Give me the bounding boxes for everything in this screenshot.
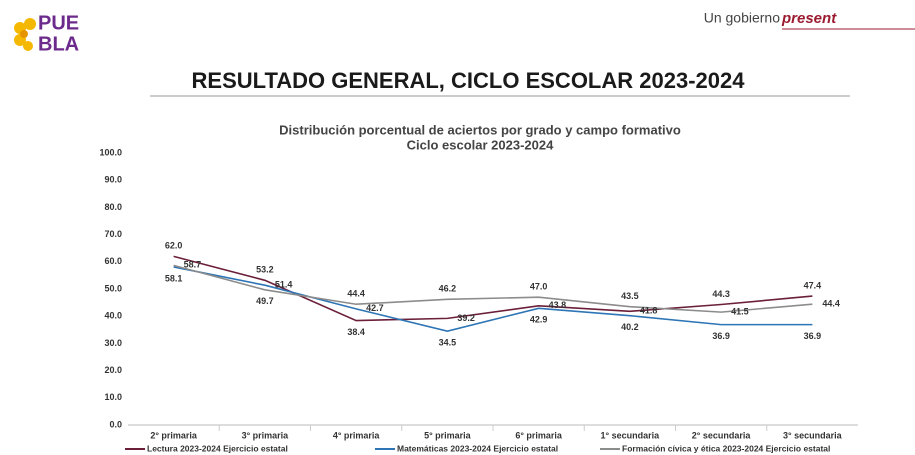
x-tick-label: 1° secundaria (601, 430, 661, 440)
data-label: 39.2 (457, 313, 475, 323)
data-label: 58.1 (165, 273, 183, 283)
tagline: Un gobierno (704, 10, 780, 26)
y-tick-label: 0.0 (109, 419, 122, 429)
data-label: 53.2 (256, 265, 274, 275)
y-tick-label: 20.0 (104, 365, 122, 375)
legend-label: Matemáticas 2023-2024 Ejercicio estatal (397, 443, 558, 453)
data-label: 47.4 (804, 280, 822, 290)
y-tick-label: 100.0 (99, 147, 122, 157)
data-label: 44.4 (347, 289, 365, 299)
y-tick-label: 30.0 (104, 338, 122, 348)
x-tick-label: 6° primaria (515, 430, 563, 440)
data-label: 58.7 (184, 260, 202, 270)
data-label: 46.2 (439, 284, 457, 294)
chart-title: Distribución porcentual de aciertos por … (279, 122, 681, 137)
data-label: 42.9 (530, 315, 548, 325)
y-tick-label: 60.0 (104, 256, 122, 266)
data-label: 44.3 (712, 289, 730, 299)
y-tick-label: 80.0 (104, 202, 122, 212)
y-tick-label: 10.0 (104, 392, 122, 402)
chart-subtitle: Ciclo escolar 2023-2024 (407, 137, 554, 152)
x-tick-label: 3° secundaria (783, 430, 843, 440)
data-label: 43.8 (549, 300, 567, 310)
y-tick-label: 50.0 (104, 283, 122, 293)
data-label: 41.5 (731, 306, 749, 316)
slide-title: RESULTADO GENERAL, CICLO ESCOLAR 2023-20… (192, 68, 746, 93)
x-tick-label: 2° secundaria (692, 430, 752, 440)
data-label: 44.4 (822, 299, 840, 309)
x-tick-label: 5° primaria (424, 430, 472, 440)
y-tick-label: 40.0 (104, 311, 122, 321)
logo-flower (14, 18, 36, 51)
x-tick-label: 2° primaria (150, 430, 198, 440)
logo-text: BLA (38, 33, 79, 55)
x-tick-label: 3° primaria (242, 430, 290, 440)
series-line (173, 255, 813, 322)
data-label: 43.5 (621, 291, 639, 301)
data-label: 41.8 (640, 306, 658, 316)
data-label: 47.0 (530, 282, 548, 292)
y-tick-label: 90.0 (104, 175, 122, 185)
data-label: 49.7 (256, 296, 274, 306)
x-tick-label: 4° primaria (333, 430, 381, 440)
series-line (173, 264, 813, 313)
legend-label: Formación cívica y ética 2023-2024 Ejerc… (622, 443, 830, 453)
data-label: 62.0 (165, 241, 183, 251)
data-label: 42.7 (366, 303, 384, 313)
tagline: present (781, 10, 837, 27)
data-label: 38.4 (347, 327, 365, 337)
series-line (173, 266, 813, 332)
data-label: 36.9 (712, 331, 730, 341)
data-label: 34.5 (439, 338, 457, 348)
legend-label: Lectura 2023-2024 Ejercicio estatal (147, 443, 288, 453)
data-label: 36.9 (804, 331, 822, 341)
y-tick-label: 70.0 (104, 229, 122, 239)
data-label: 40.2 (621, 322, 639, 332)
logo-text: PUE (38, 12, 79, 34)
data-label: 51.4 (275, 280, 293, 290)
